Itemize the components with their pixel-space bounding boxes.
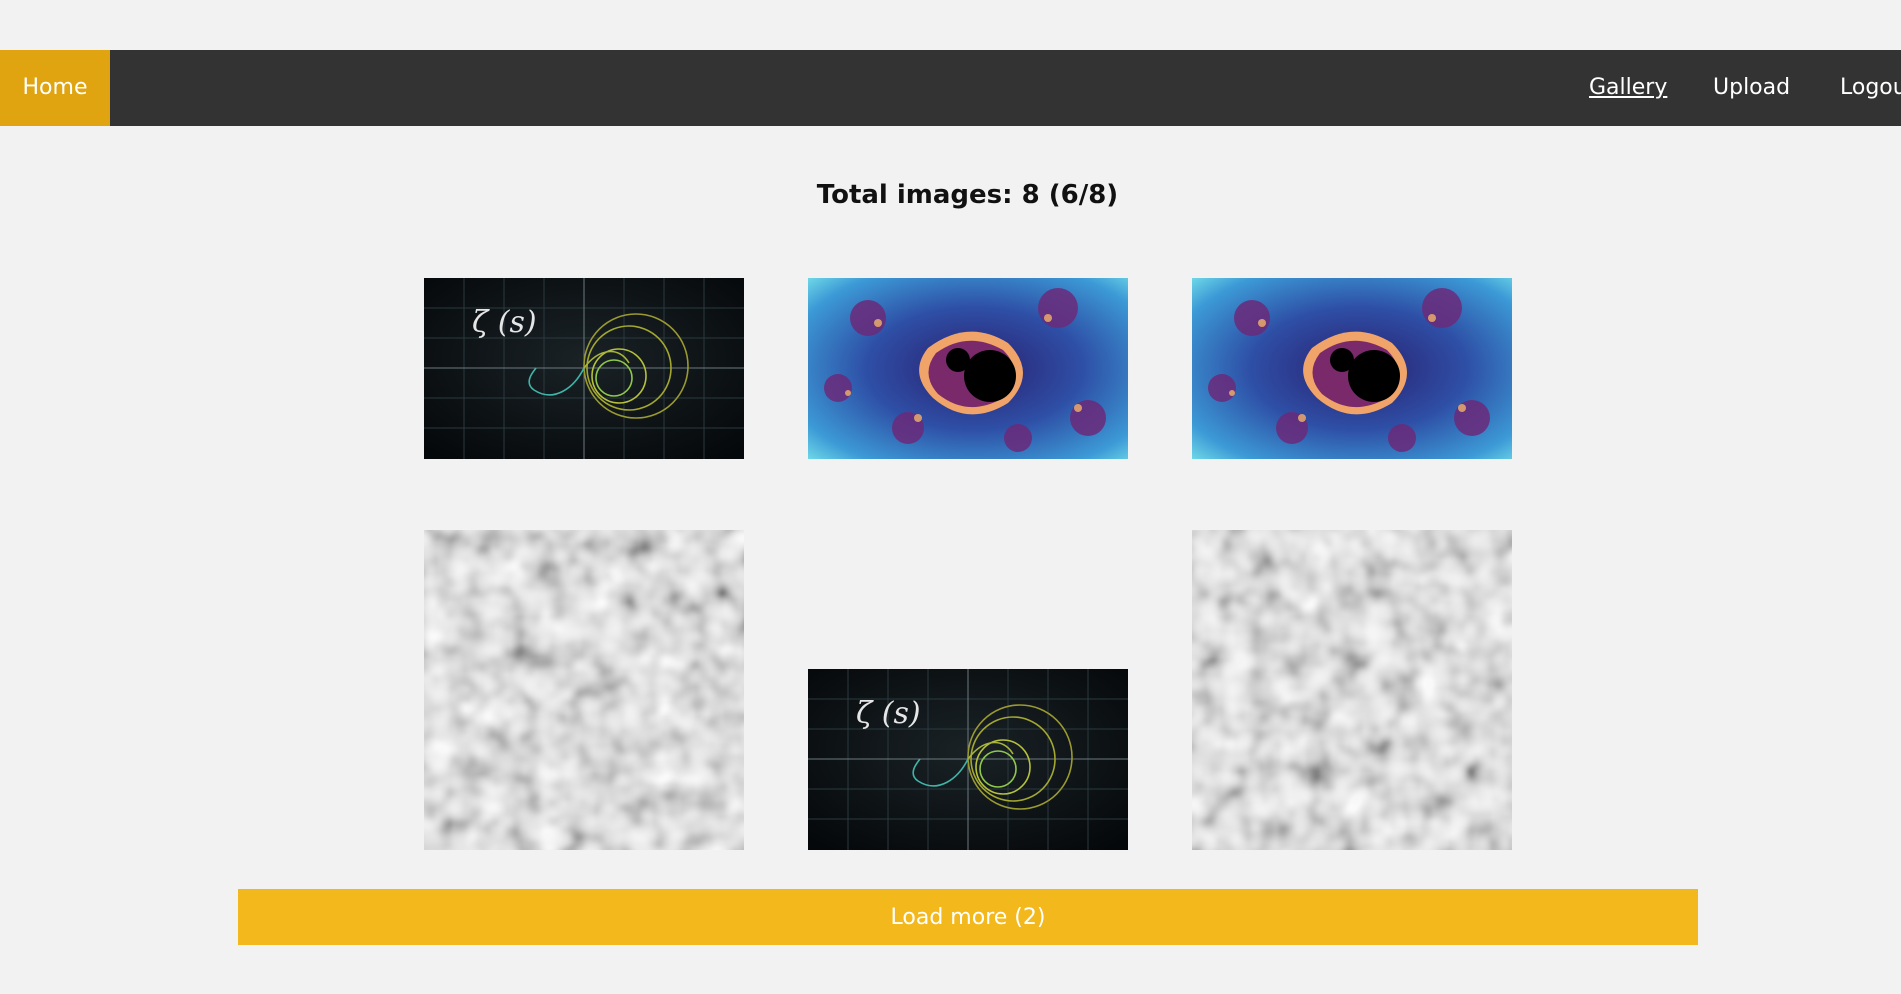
nav-upload-link[interactable]: Upload (1713, 75, 1791, 100)
gallery-image-zeta-2[interactable]: ζ (s) (808, 669, 1128, 850)
gallery-image-zeta-1[interactable]: ζ (s) (424, 278, 744, 459)
nav-gallery-link[interactable]: Gallery (1589, 75, 1668, 100)
gallery-image-noise-2[interactable] (1192, 530, 1512, 850)
load-more-button[interactable]: Load more (2) (238, 889, 1698, 945)
nav-logout-link[interactable]: Logout (1840, 75, 1901, 100)
gallery-image-noise-1[interactable] (424, 530, 744, 850)
nav-home-link[interactable]: Home (0, 50, 110, 126)
gallery-image-fractal-2[interactable] (1192, 278, 1512, 459)
gallery-image-fractal-1[interactable] (808, 278, 1128, 459)
zeta-caption: ζ (s) (856, 696, 921, 731)
total-images-count: Total images: 8 (6/8) (816, 180, 1119, 210)
top-navbar: Home Gallery Upload Logout (0, 50, 1901, 126)
zeta-caption: ζ (s) (472, 305, 537, 340)
